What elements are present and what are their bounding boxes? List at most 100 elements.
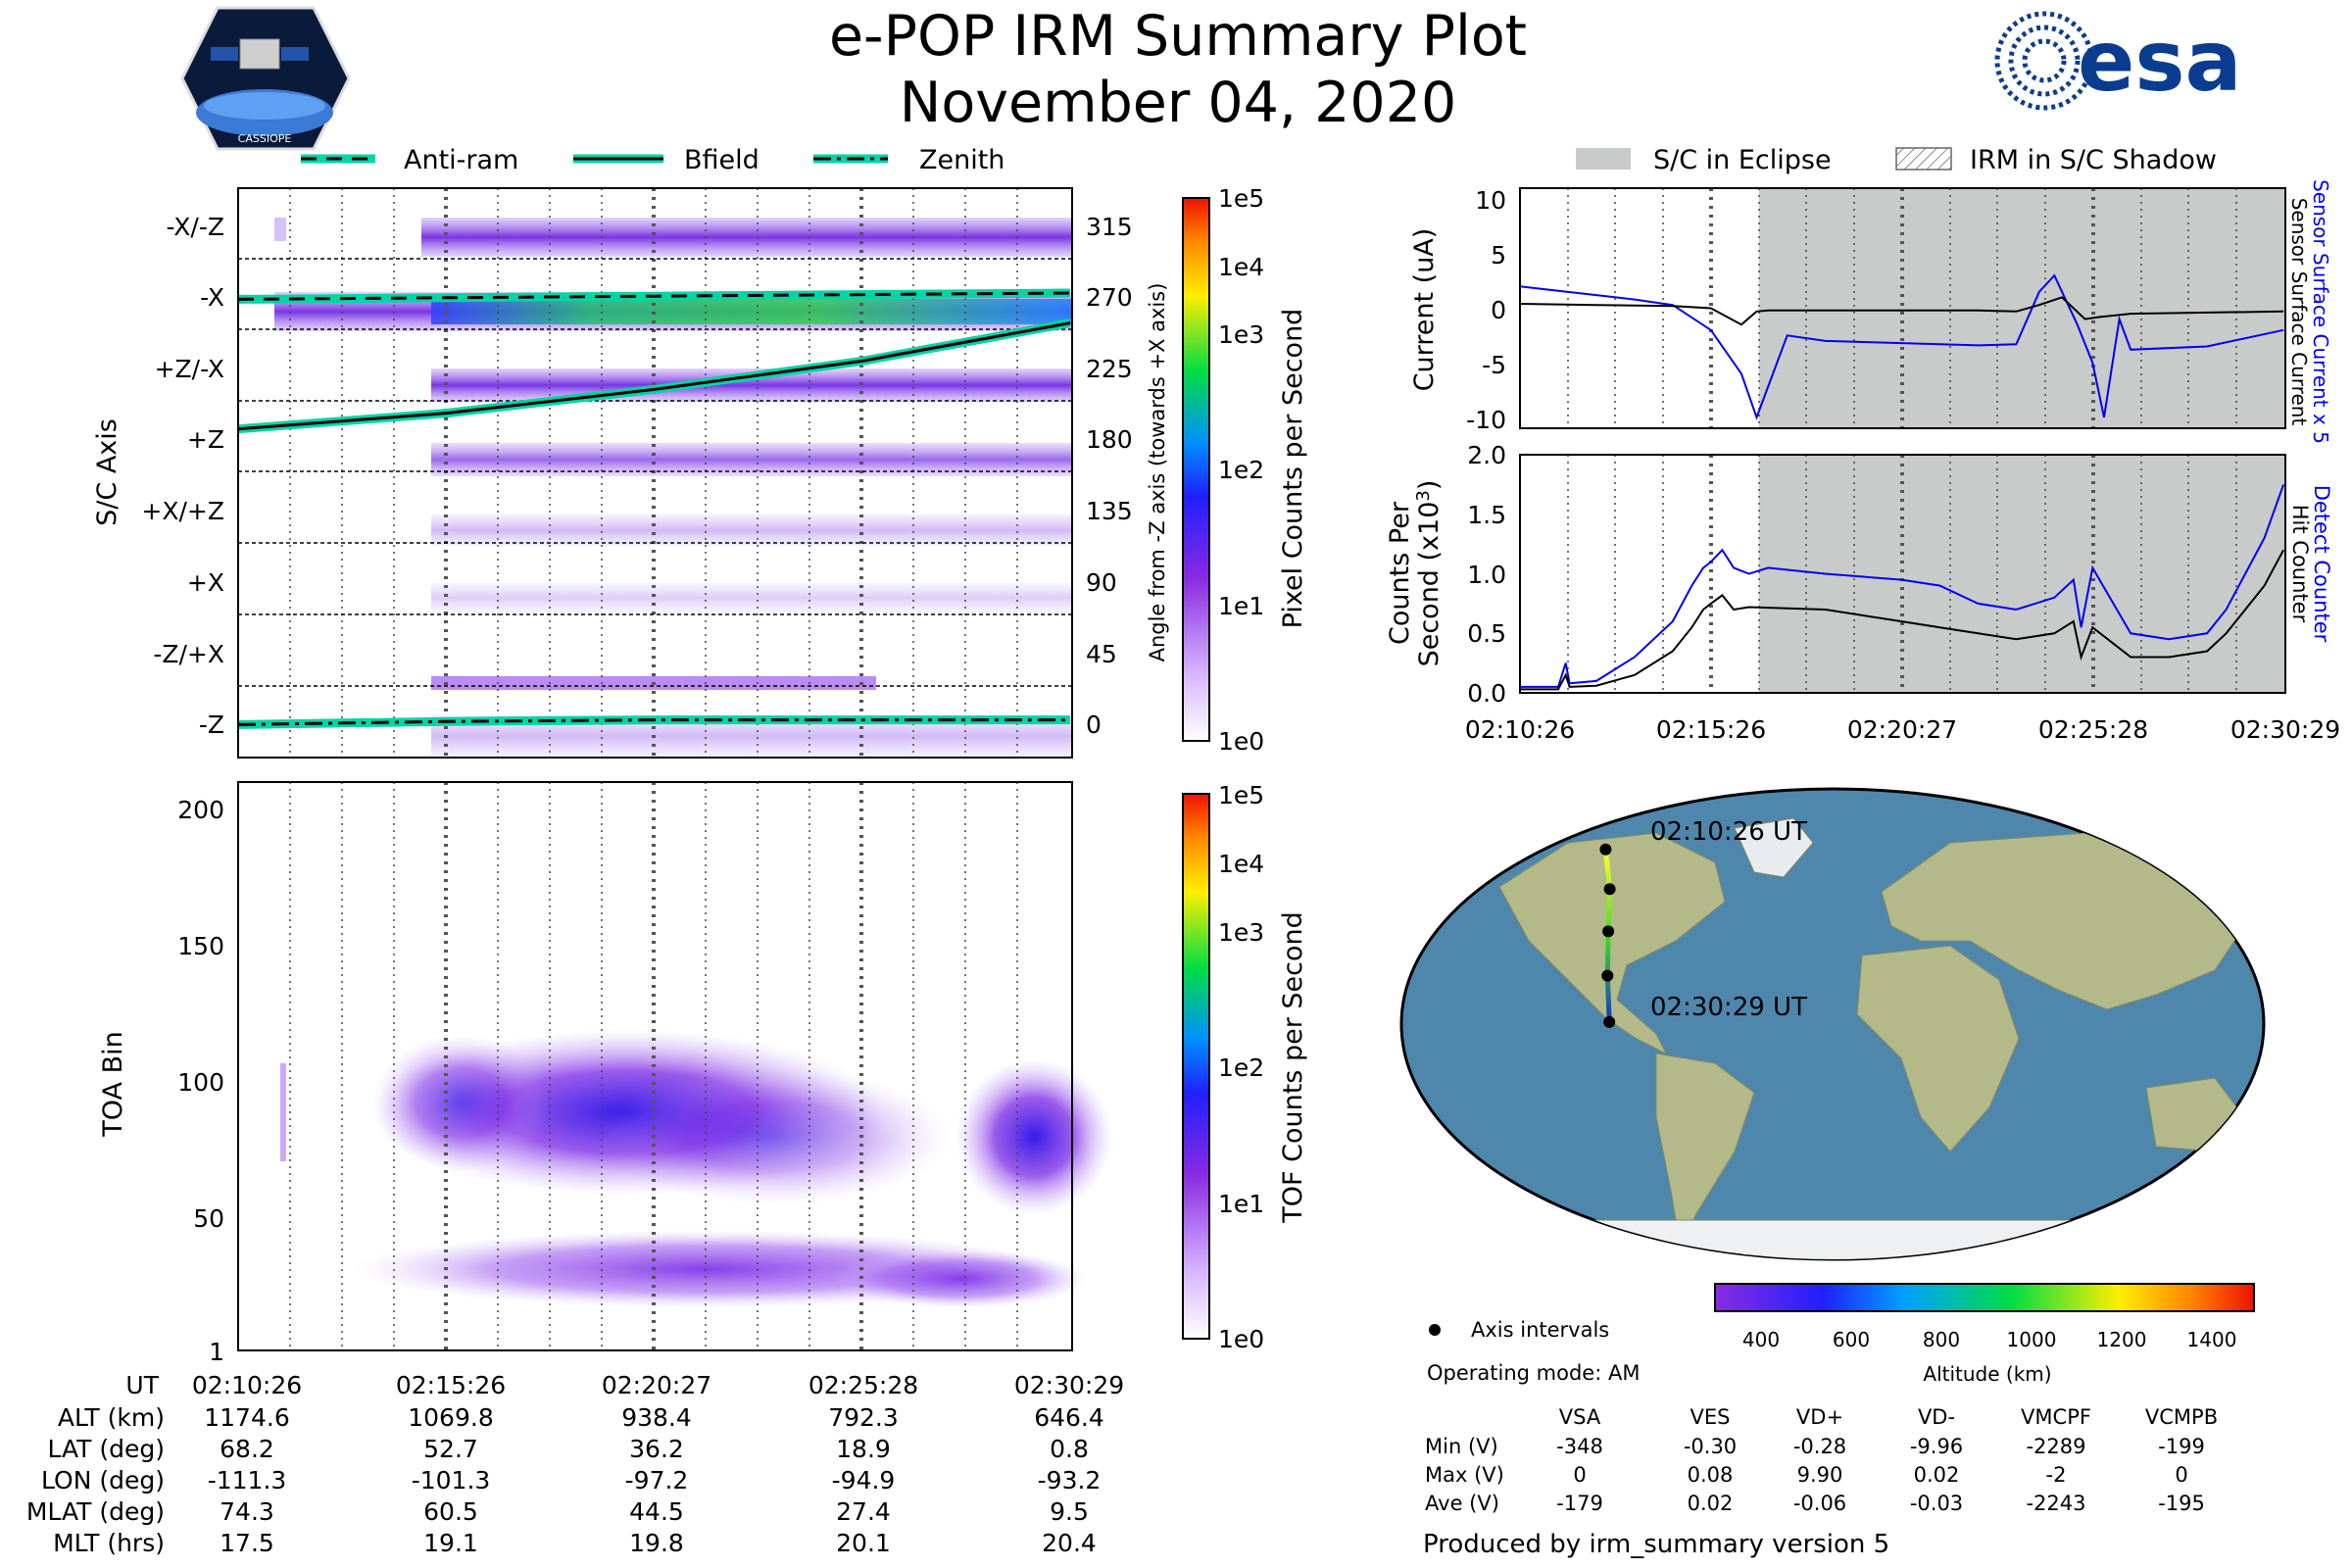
- ephem-value: -111.3: [208, 1466, 287, 1494]
- counts-tick: 0.5: [1467, 619, 1506, 648]
- current-panel: 10 5 0 -5 -10 Current (uA): [1409, 186, 2286, 434]
- cbar2-tick: 1e4: [1218, 850, 1264, 878]
- track-points: [1599, 843, 1616, 1028]
- voltage-value: -348: [1556, 1435, 1603, 1458]
- sc-angle-tick: 270: [1086, 283, 1133, 312]
- counts-ylabel-2-base: Second (x10: [1414, 502, 1445, 667]
- ephem-row-label: MLT (hrs): [53, 1529, 165, 1557]
- track-point: [1603, 883, 1616, 896]
- ephem-value: 27.4: [836, 1497, 891, 1526]
- north-america: [1498, 832, 1726, 1055]
- alt-tick: 600: [1833, 1328, 1870, 1351]
- sc-tick-label: +X/+Z: [141, 497, 224, 525]
- counts-ylabel-1: Counts Per: [1385, 501, 1415, 645]
- voltage-value: 0: [2175, 1463, 2187, 1487]
- greenland: [1734, 817, 1814, 878]
- alt-tick: 1200: [2097, 1328, 2147, 1351]
- ephem-row-label: LAT (deg): [47, 1435, 165, 1463]
- tof-colorbar-label: TOF Counts per Second: [1278, 911, 1308, 1224]
- south-america: [1655, 1053, 1755, 1251]
- ephem-value: 20.4: [1042, 1529, 1097, 1557]
- ephem-value: -101.3: [412, 1466, 491, 1494]
- cbar2-tick: 1e5: [1218, 781, 1264, 809]
- voltage-value: 0.02: [1914, 1463, 1960, 1487]
- world-map: 02:10:26 UT 02:30:29 UT: [1399, 787, 2266, 1261]
- legend-anti-ram: Anti-ram: [404, 145, 518, 175]
- voltage-value: -195: [2158, 1492, 2205, 1515]
- voltage-value: -0.03: [1910, 1492, 1963, 1515]
- ephem-value: 17.5: [220, 1529, 274, 1557]
- sc-tick-label: -X/-Z: [167, 213, 224, 241]
- toa-tick: 200: [177, 796, 224, 824]
- current-right-label-black: Sensor Surface Current: [2287, 198, 2311, 426]
- sc-angle-tick: 180: [1086, 425, 1133, 454]
- alt-tick: 1000: [2007, 1328, 2057, 1351]
- ephem-value: 44.5: [629, 1497, 684, 1526]
- sc-angle-tick: 45: [1086, 640, 1117, 668]
- current-right-label-blue: Sensor Surface Current x 5: [2309, 179, 2332, 444]
- current-lines: [1520, 273, 2284, 420]
- voltage-row-label: Min (V): [1425, 1435, 1498, 1458]
- angle-line-zenith: [237, 718, 1070, 726]
- legend-bfield: Bfield: [684, 145, 760, 175]
- legend-eclipse: S/C in Eclipse: [1653, 145, 1832, 175]
- track-start-label: 02:10:26 UT: [1650, 817, 1807, 847]
- ephem-value: 1069.8: [408, 1403, 493, 1432]
- ephem-value: 19.1: [423, 1529, 478, 1557]
- voltage-value: -2: [2046, 1463, 2067, 1487]
- ut-time: 02:15:26: [396, 1371, 506, 1399]
- voltage-row-label: Max (V): [1425, 1463, 1504, 1487]
- track-point: [1602, 925, 1615, 938]
- counts-ylabel-close: ): [1414, 480, 1445, 491]
- ephem-row-label: MLAT (deg): [26, 1497, 165, 1526]
- plot-title: e-POP IRM Summary Plot: [829, 4, 1527, 69]
- ephem-value: 9.5: [1050, 1497, 1089, 1526]
- altitude-colorbar: 400 600 800 1000 1200 1400 Altitude (km): [1714, 1283, 2255, 1386]
- esa-logo: esa: [1994, 11, 2242, 111]
- ephemeris-table: UT 02:10:26 02:15:26 02:20:27 02:25:28 0…: [26, 1371, 1124, 1557]
- sc-axis-panel: -X/-Z -X +Z/-X +Z +X/+Z +X -Z/+X -Z 315 …: [92, 187, 1169, 759]
- voltage-value: -9.96: [1910, 1435, 1963, 1458]
- counts-tick: 1.0: [1467, 561, 1506, 589]
- track-end-label: 02:30:29 UT: [1650, 993, 1807, 1022]
- voltage-value: -2289: [2026, 1435, 2085, 1458]
- current-line-blue: [1520, 273, 2284, 420]
- voltage-table: VSA VES VD+ VD- VMCPF VCMPB Min (V) -348…: [1425, 1405, 2218, 1515]
- voltage-header: VES: [1690, 1405, 1731, 1429]
- operating-mode: Operating mode: AM: [1427, 1361, 1640, 1385]
- altitude-label: Altitude (km): [1923, 1362, 2051, 1386]
- ephem-value: 0.8: [1050, 1435, 1089, 1463]
- pixel-colorbar: 1e5 1e4 1e3 1e2 1e1 1e0 Pixel Counts per…: [1182, 184, 1308, 756]
- counts-xtick: 02:10:26: [1465, 715, 1575, 744]
- sc-angle-tick: 315: [1086, 213, 1133, 241]
- ephem-value: 60.5: [423, 1497, 478, 1526]
- cbar1-tick: 1e0: [1218, 727, 1264, 756]
- sc-angle-label: Angle from -Z axis (towards +X axis): [1146, 283, 1169, 662]
- cbar1-tick: 1e2: [1218, 456, 1264, 484]
- cbar2-tick: 1e3: [1218, 918, 1264, 947]
- track-point: [1603, 1015, 1616, 1028]
- current-tick: -5: [1482, 351, 1506, 379]
- counts-right-label-black: Hit Counter: [2288, 505, 2312, 623]
- counts-right-label-blue: Detect Counter: [2310, 485, 2333, 643]
- voltage-header: VD+: [1796, 1405, 1843, 1429]
- eclipse-legend: S/C in Eclipse IRM in S/C Shadow: [1576, 145, 2217, 175]
- cbar1-tick: 1e5: [1218, 184, 1264, 213]
- voltage-value: -179: [1556, 1492, 1603, 1515]
- sc-angle-tick: 135: [1086, 497, 1133, 525]
- ephem-row-label: ALT (km): [58, 1403, 165, 1432]
- cbar2-tick: 1e2: [1218, 1054, 1264, 1082]
- sc-tick-label: -X: [200, 283, 224, 312]
- current-tick: -10: [1466, 406, 1506, 434]
- axis-intervals-label: Axis intervals: [1471, 1318, 1609, 1342]
- counts-tick: 0.0: [1467, 679, 1506, 708]
- track-point: [1599, 843, 1612, 856]
- ephem-value: 646.4: [1034, 1403, 1104, 1432]
- voltage-value: 0.08: [1688, 1463, 1734, 1487]
- voltage-header: VD-: [1918, 1405, 1955, 1429]
- voltage-value: 0: [1573, 1463, 1586, 1487]
- cbar2-tick: 1e1: [1218, 1190, 1264, 1218]
- ephem-value: -93.2: [1038, 1466, 1102, 1494]
- ephem-value: 68.2: [220, 1435, 274, 1463]
